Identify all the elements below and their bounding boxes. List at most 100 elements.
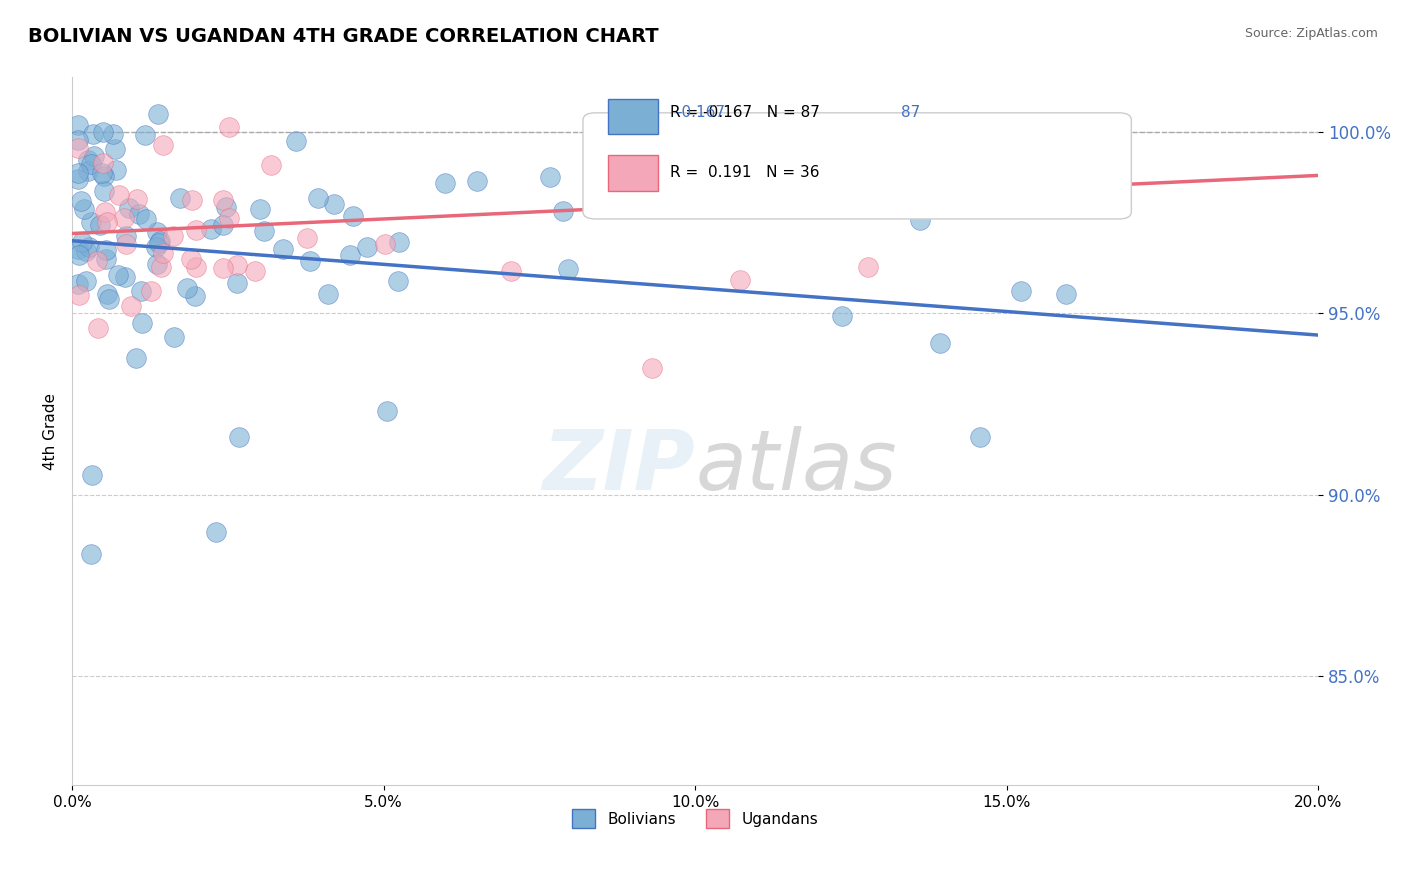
Bolivians [107,268,129,283]
Bolivians [91,125,114,139]
Ugandans [86,254,108,268]
Bolivians [73,202,96,216]
Ugandans [858,260,880,274]
Bolivians [80,215,103,229]
Bolivians [169,191,191,205]
Bolivians [145,240,167,254]
Bolivians [929,335,952,350]
Bolivians [114,269,136,284]
Ugandans [186,260,208,274]
Legend: Bolivians, Ugandans: Bolivians, Ugandans [567,803,824,834]
Y-axis label: 4th Grade: 4th Grade [44,392,58,470]
Text: -0.167: -0.167 [676,105,725,120]
Bolivians [929,167,952,181]
Bolivians [83,148,105,162]
Bolivians [80,157,103,171]
Ugandans [152,246,174,260]
Bolivians [131,317,153,331]
Bolivians [67,172,90,186]
Bolivians [538,169,561,184]
Ugandans [903,180,925,194]
Bolivians [75,274,97,288]
Bolivians [285,134,308,148]
Bolivians [1054,287,1077,301]
Bolivians [307,191,329,205]
Ugandans [297,231,319,245]
Bolivians [969,430,991,444]
Ugandans [108,187,131,202]
Bolivians [93,169,115,183]
Bolivians [69,194,91,208]
Bolivians [67,242,90,256]
Bolivians [96,287,118,301]
Ugandans [125,192,148,206]
Ugandans [152,138,174,153]
Bolivians [90,166,112,180]
Text: BOLIVIAN VS UGANDAN 4TH GRADE CORRELATION CHART: BOLIVIAN VS UGANDAN 4TH GRADE CORRELATIO… [28,27,659,45]
Ugandans [67,288,90,302]
Ugandans [243,264,266,278]
Bolivians [94,252,117,266]
Bolivians [226,276,249,290]
Bolivians [339,247,361,261]
Bolivians [212,218,235,232]
Ugandans [91,156,114,170]
Bolivians [228,430,250,444]
Bolivians [129,284,152,298]
Bolivians [387,274,409,288]
Bolivians [551,204,574,219]
Text: R =  0.191   N = 36: R = 0.191 N = 36 [671,166,820,180]
Ugandans [150,260,173,274]
Ugandans [180,252,202,266]
Bolivians [149,234,172,248]
Bolivians [342,210,364,224]
Bolivians [375,403,398,417]
Bolivians [103,127,125,141]
Text: Source: ZipAtlas.com: Source: ZipAtlas.com [1244,27,1378,40]
Bolivians [970,146,993,161]
Bolivians [271,243,294,257]
Bolivians [128,207,150,221]
Bolivians [67,248,90,262]
Bolivians [82,127,104,141]
Bolivians [76,164,98,178]
Bolivians [135,212,157,227]
Bolivians [253,224,276,238]
Bolivians [70,235,93,249]
Ugandans [226,258,249,272]
Bolivians [249,202,271,217]
Bolivians [204,525,226,540]
Text: atlas: atlas [695,426,897,508]
Bolivians [93,185,115,199]
Bolivians [323,196,346,211]
Bolivians [89,218,111,232]
Bolivians [67,118,90,132]
Bolivians [115,229,138,244]
Ugandans [96,215,118,229]
Bolivians [76,153,98,167]
Bolivians [582,199,605,213]
Bolivians [97,293,120,307]
Bar [607,99,658,134]
Bolivians [557,262,579,277]
Bolivians [215,200,238,214]
Bolivians [67,277,90,292]
Bolivians [146,225,169,239]
Ugandans [180,193,202,207]
Bolivians [104,163,127,178]
Bolivians [148,236,170,251]
Bolivians [79,240,101,254]
Bolivians [134,128,156,142]
Bolivians [388,235,411,249]
Ugandans [139,284,162,298]
Bolivians [125,351,148,365]
Bolivians [433,176,456,190]
Bolivians [118,202,141,216]
Bolivians [176,281,198,295]
Text: ZIP: ZIP [543,426,695,508]
Ugandans [260,158,283,172]
Bolivians [146,257,169,271]
Bolivians [200,222,222,236]
Bolivians [146,106,169,120]
Ugandans [700,163,723,178]
